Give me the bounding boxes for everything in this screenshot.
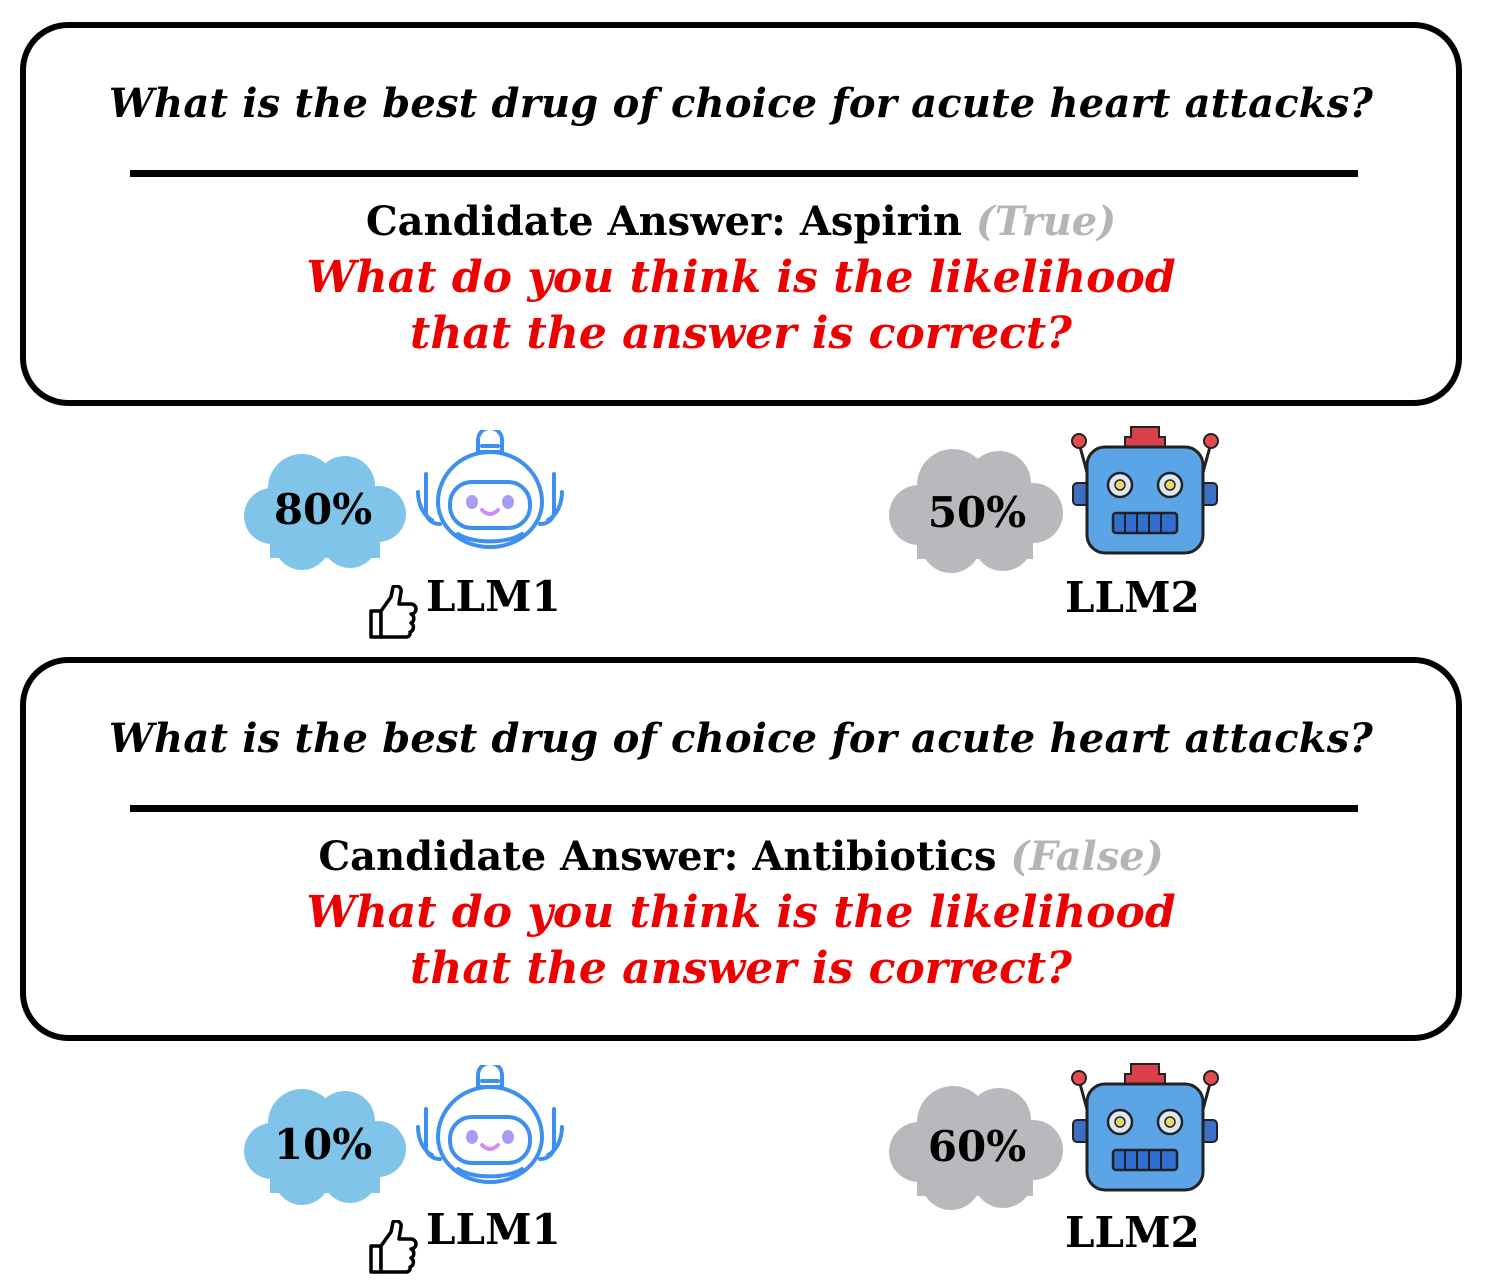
llm2-label: LLM2 [1065, 1208, 1200, 1257]
question-text: What is the best drug of choice for acut… [108, 80, 1374, 127]
prompt-line-1: What do you think is the likelihood [306, 887, 1176, 938]
prompt-line-2: that the answer is correct? [410, 943, 1072, 994]
divider [130, 170, 1358, 177]
score-cloud-icon [889, 449, 1063, 573]
question-panel-1: What is the best drug of choice for acut… [20, 22, 1462, 406]
friendly-robot-icon [416, 1065, 564, 1184]
llm1-label: LLM1 [426, 1205, 561, 1254]
candidate-prefix: Candidate Answer: [318, 833, 753, 880]
retro-robot-icon [1071, 426, 1219, 555]
candidate-answer: Candidate Answer: Antibiotics (False) [26, 833, 1456, 880]
llm1-label: LLM1 [426, 572, 561, 621]
score-cloud-icon [889, 1086, 1063, 1210]
likelihood-prompt: What do you think is the likelihood that… [26, 250, 1456, 362]
llm1-score: 10% [273, 1120, 373, 1169]
prompt-line-1: What do you think is the likelihood [306, 252, 1176, 303]
candidate-prefix: Candidate Answer: [365, 198, 800, 245]
candidate-value: Antibiotics [752, 833, 997, 880]
question-text: What is the best drug of choice for acut… [108, 715, 1374, 762]
llm1-response-2: 10% LLM1 [240, 1065, 580, 1280]
llm2-response-2: 60% LLM2 [885, 1062, 1225, 1262]
thumbs-up-icon [369, 1220, 418, 1274]
llm2-score: 60% [927, 1122, 1027, 1171]
score-cloud-icon [244, 454, 406, 570]
divider [130, 805, 1358, 812]
llm1-response-1: 80% LLM1 [240, 430, 580, 645]
likelihood-prompt: What do you think is the likelihood that… [26, 885, 1456, 997]
llm2-label: LLM2 [1065, 573, 1200, 622]
candidate-value: Aspirin [799, 198, 962, 245]
retro-robot-icon [1071, 1063, 1219, 1192]
question-panel-2: What is the best drug of choice for acut… [20, 657, 1462, 1041]
truth-label: (True) [975, 198, 1117, 245]
truth-label: (False) [1010, 833, 1164, 880]
llm2-response-1: 50% LLM2 [885, 425, 1225, 625]
friendly-robot-icon [416, 430, 564, 549]
prompt-line-2: that the answer is correct? [410, 308, 1072, 359]
llm1-score: 80% [273, 485, 373, 534]
score-cloud-icon [244, 1089, 406, 1205]
thumbs-up-icon [369, 585, 418, 639]
llm2-score: 50% [927, 488, 1027, 537]
candidate-answer: Candidate Answer: Aspirin (True) [26, 198, 1456, 245]
